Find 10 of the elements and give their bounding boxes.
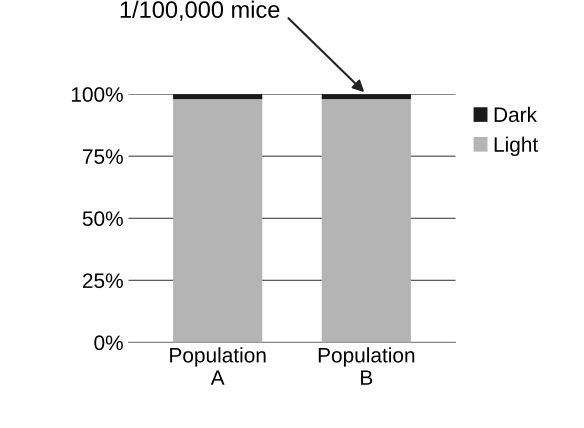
annotation: 1/100,000 mice bbox=[120, 0, 280, 21]
x-tick-label: Population B bbox=[318, 347, 414, 385]
legend-label: Dark bbox=[494, 106, 538, 122]
y-tick-label: 100% bbox=[72, 87, 123, 102]
x-tick-label: Population A bbox=[170, 347, 266, 385]
y-tick-label: 50% bbox=[82, 211, 123, 226]
y-tick-label: 25% bbox=[82, 273, 123, 288]
y-tick-label: 0% bbox=[94, 335, 123, 350]
y-tick-label: 75% bbox=[82, 149, 123, 164]
legend-label: Light bbox=[494, 136, 538, 156]
